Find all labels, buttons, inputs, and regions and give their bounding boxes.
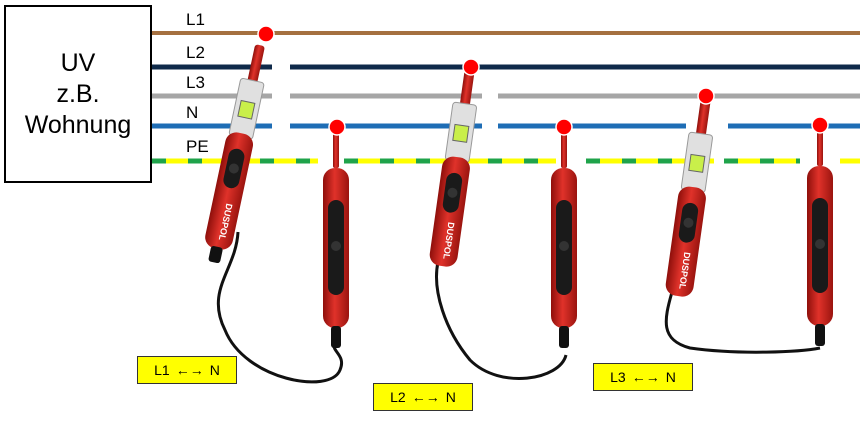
conductor-label-pe: PE — [186, 137, 209, 156]
conductor-label-l2: L2 — [186, 43, 205, 62]
measurement-from: L3 — [610, 369, 626, 385]
bidirectional-arrow-icon: ←→ — [175, 362, 204, 378]
voltage-tester-main-1: DUSPOL — [205, 44, 265, 264]
test-lead-cable-1 — [216, 231, 343, 384]
conductor-label-l3: L3 — [186, 73, 205, 92]
voltage-tester-probe-1 — [323, 128, 349, 348]
contact-point-n-2 — [555, 118, 573, 136]
conductor-label-l1: L1 — [186, 10, 205, 29]
bidirectional-arrow-icon: ←→ — [631, 369, 660, 385]
voltage-tester-main-2: DUSPOL — [429, 67, 477, 267]
test-lead-cable-2 — [435, 261, 568, 380]
measurement-from: L1 — [154, 362, 170, 378]
distribution-box-line-2: z.B. — [56, 79, 100, 108]
voltage-tester-probe-3 — [807, 126, 833, 346]
distribution-box-line-1: UV — [60, 48, 96, 77]
measurement-from: L2 — [390, 389, 406, 405]
contact-point-l3 — [697, 87, 715, 105]
test-lead-cable-3 — [664, 291, 821, 354]
bidirectional-arrow-icon: ←→ — [411, 389, 440, 405]
measurement-tag-l2-n: L2 ←→ N — [373, 383, 473, 411]
distribution-box: UV z.B. Wohnung — [4, 5, 152, 183]
contact-point-l1 — [257, 25, 275, 43]
contact-points — [257, 25, 829, 136]
measurement-to: N — [209, 362, 220, 378]
measurement-tag-l1-n: L1 ←→ N — [137, 356, 237, 384]
contact-point-n-3 — [811, 116, 829, 134]
conductor-label-n: N — [186, 103, 199, 122]
measurement-to: N — [665, 369, 676, 385]
measurement-to: N — [445, 389, 456, 405]
contact-point-l2 — [462, 58, 480, 76]
contact-point-n-1 — [328, 118, 346, 136]
distribution-box-line-3: Wohnung — [24, 110, 132, 139]
measurement-tag-l3-n: L3 ←→ N — [593, 363, 693, 391]
voltage-tester-probe-2 — [551, 128, 577, 348]
voltage-tester-main-3: DUSPOL — [665, 97, 713, 297]
